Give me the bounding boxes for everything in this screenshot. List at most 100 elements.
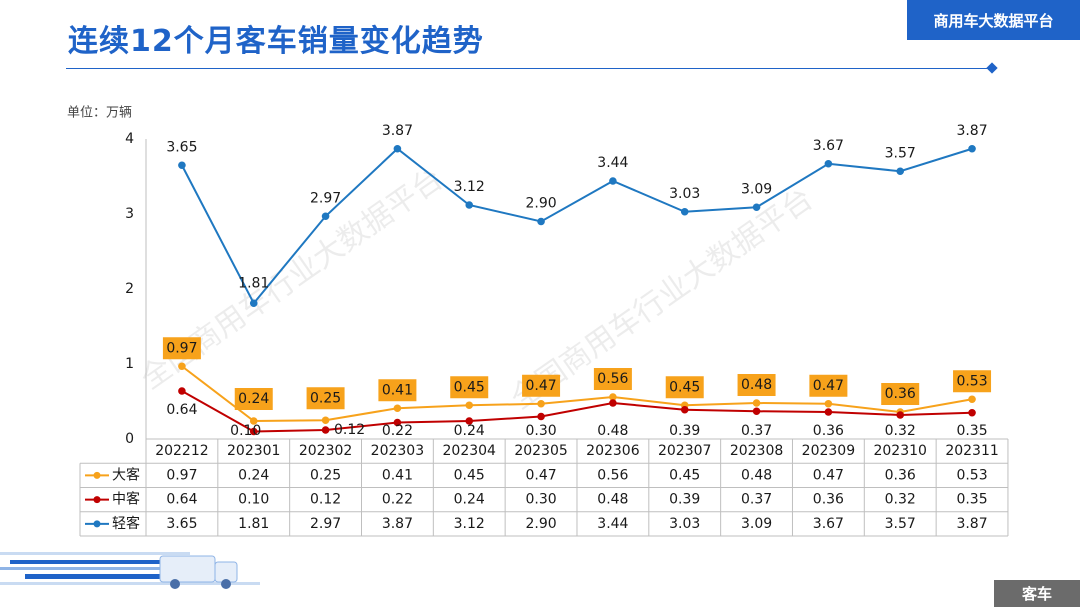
data-label-box xyxy=(306,387,345,410)
data-label: 0.24 xyxy=(238,391,269,407)
data-label: 2.90 xyxy=(525,196,556,212)
legend-marker xyxy=(93,471,101,479)
data-point xyxy=(968,144,976,153)
table-cell: 0.25 xyxy=(310,467,341,483)
data-label: 0.22 xyxy=(382,423,413,439)
data-point xyxy=(321,426,330,434)
data-label: 0.41 xyxy=(382,382,413,398)
data-label: 3.65 xyxy=(166,139,197,155)
data-label: 0.12 xyxy=(334,422,365,438)
legend-marker xyxy=(93,520,101,528)
y-tick-label: 4 xyxy=(125,131,134,147)
data-label-box xyxy=(809,374,848,397)
data-label: 0.32 xyxy=(885,423,916,439)
data-point xyxy=(609,393,617,401)
table-cell: 0.97 xyxy=(166,467,197,483)
series-line xyxy=(181,365,973,423)
table-cell: 0.53 xyxy=(956,467,987,483)
table-cell: 0.36 xyxy=(885,467,916,483)
table-cell: 0.64 xyxy=(166,492,197,508)
legend-label: 轻客 xyxy=(112,515,140,532)
data-label: 3.12 xyxy=(454,179,485,195)
data-label-box xyxy=(665,376,704,399)
table-cell: 0.32 xyxy=(885,492,916,508)
data-label-box xyxy=(593,368,632,390)
data-label: 2.97 xyxy=(310,190,341,206)
series-line xyxy=(181,147,973,306)
y-unit-label: 单位：万辆 xyxy=(67,106,132,121)
x-tick-label: 202301 xyxy=(227,443,280,459)
legend-label: 大客 xyxy=(112,466,140,483)
table-cell: 3.67 xyxy=(813,516,844,532)
table-cell: 0.48 xyxy=(597,492,628,508)
data-point xyxy=(465,201,474,209)
data-label: 0.10 xyxy=(230,423,261,439)
data-point xyxy=(249,299,258,308)
data-label-box xyxy=(378,379,417,402)
table-cell: 0.56 xyxy=(597,467,628,483)
table-cell: 1.81 xyxy=(238,516,269,532)
data-label: 3.09 xyxy=(741,181,772,197)
data-label-box xyxy=(162,337,201,360)
table-cell: 0.45 xyxy=(454,467,485,483)
data-label: 0.47 xyxy=(525,378,556,394)
table-cell: 0.39 xyxy=(669,492,700,508)
table-cell: 3.03 xyxy=(669,516,700,532)
x-tick-label: 202305 xyxy=(514,443,567,459)
data-label: 0.24 xyxy=(454,423,485,439)
data-point xyxy=(752,407,761,416)
table-cell: 0.10 xyxy=(238,492,269,508)
table-cell: 0.45 xyxy=(669,467,700,483)
data-point xyxy=(609,177,617,185)
data-label: 0.36 xyxy=(813,423,844,439)
data-point xyxy=(393,144,402,153)
data-label-box xyxy=(953,370,992,393)
table-cell: 0.47 xyxy=(813,467,844,483)
data-label: 3.67 xyxy=(813,138,844,154)
data-label: 0.37 xyxy=(741,423,772,439)
data-label-box xyxy=(737,374,776,396)
table-cell: 0.24 xyxy=(238,467,269,483)
data-point xyxy=(393,418,402,427)
data-point xyxy=(321,416,330,425)
data-point xyxy=(680,207,689,216)
data-point xyxy=(537,217,545,226)
data-point xyxy=(393,404,402,413)
x-tick-label: 202309 xyxy=(802,443,855,459)
table-cell: 0.37 xyxy=(741,492,772,508)
legend-marker xyxy=(93,496,101,504)
data-point xyxy=(609,399,617,407)
data-point xyxy=(249,427,258,436)
data-label: 0.30 xyxy=(525,423,556,439)
title-divider xyxy=(66,68,994,69)
table-cell: 0.36 xyxy=(813,492,844,508)
y-tick-label: 3 xyxy=(125,206,134,222)
data-label: 0.39 xyxy=(669,423,700,439)
data-label: 0.53 xyxy=(956,373,987,389)
data-label: 0.36 xyxy=(885,386,916,402)
data-point xyxy=(178,161,186,170)
data-label: 0.45 xyxy=(669,379,700,395)
data-point xyxy=(178,362,186,371)
data-point xyxy=(249,417,258,425)
x-tick-label: 202302 xyxy=(299,443,352,459)
table-cell: 0.30 xyxy=(525,492,556,508)
table-cell: 0.48 xyxy=(741,467,772,483)
legend-label: 中客 xyxy=(112,491,140,508)
data-point xyxy=(752,203,761,212)
x-tick-label: 202307 xyxy=(658,443,711,459)
data-label-box xyxy=(522,374,561,397)
data-label-box xyxy=(881,383,920,405)
data-point xyxy=(824,399,833,408)
data-point xyxy=(537,399,545,408)
x-tick-label: 202310 xyxy=(873,443,926,459)
data-point xyxy=(537,412,545,421)
x-tick-label: 202212 xyxy=(155,443,208,459)
table-cell: 3.44 xyxy=(597,516,628,532)
table-cell: 2.90 xyxy=(525,516,556,532)
table-cell: 2.97 xyxy=(310,516,341,532)
x-tick-label: 202308 xyxy=(730,443,783,459)
data-label: 0.48 xyxy=(597,423,628,439)
data-point xyxy=(752,399,761,407)
